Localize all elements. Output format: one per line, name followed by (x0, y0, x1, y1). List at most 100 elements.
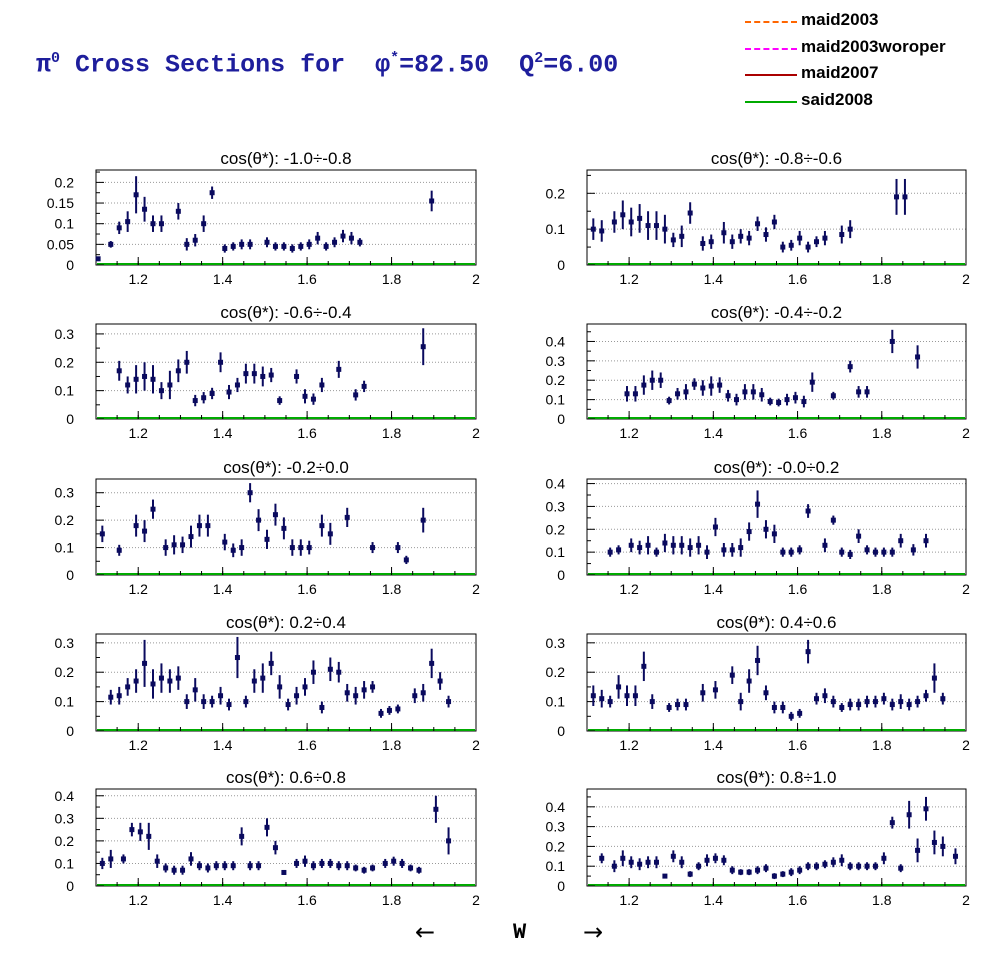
data-point (847, 226, 853, 232)
x-tick-label: 2 (962, 581, 970, 597)
data-point (150, 376, 156, 382)
data-point (298, 243, 304, 249)
data-point (142, 660, 148, 666)
data-point (771, 704, 777, 710)
x-tick-label: 2 (472, 271, 480, 287)
data-point (319, 382, 325, 388)
data-point (361, 687, 367, 693)
data-point (805, 649, 811, 655)
data-point (205, 865, 211, 871)
y-tick-label: 0.3 (546, 498, 566, 514)
data-point (729, 672, 735, 678)
legend-label-maid2007: maid2007 (801, 63, 879, 82)
data-point (357, 239, 363, 245)
x-tick-label: 2 (962, 425, 970, 441)
data-point (95, 256, 101, 262)
data-point (230, 547, 236, 553)
data-point (399, 860, 405, 866)
title-phi-value: =82.50 (399, 50, 490, 80)
data-point (750, 389, 756, 395)
data-point (784, 397, 790, 403)
data-point (632, 391, 638, 397)
data-point (771, 873, 777, 879)
chart-panel: 0 0.1 0.2 0.3 0.4 1.2 1.4 1.6 1.8 2 cos(θ*): 0.6÷0… (55, 768, 481, 908)
data-point (889, 549, 895, 555)
chart-title: cos(θ*): -0.8÷-0.6 (711, 149, 842, 168)
data-point (788, 713, 794, 719)
data-point (738, 545, 744, 551)
plot-frame (586, 169, 967, 266)
data-point (243, 371, 249, 377)
data-point (370, 865, 376, 871)
data-point (830, 699, 836, 705)
data-point (209, 699, 215, 705)
data-point (327, 860, 333, 866)
data-point (645, 542, 651, 548)
x-tick-label: 1.4 (213, 892, 233, 908)
data-point (881, 696, 887, 702)
data-point (607, 549, 613, 555)
data-point (226, 389, 232, 395)
y-tick-label: 0.1 (546, 221, 566, 237)
data-point (894, 194, 900, 200)
data-point (952, 853, 958, 859)
data-point (856, 702, 862, 708)
data-point (771, 531, 777, 537)
data-point (721, 857, 727, 863)
data-point (712, 855, 718, 861)
data-point (746, 869, 752, 875)
data-point (391, 858, 397, 864)
data-point (670, 853, 676, 859)
data-point (763, 690, 769, 696)
data-point (902, 194, 908, 200)
data-point (839, 857, 845, 863)
y-tick-label: 0.4 (546, 799, 566, 815)
data-point (923, 538, 929, 544)
y-tick-label: 0.1 (55, 694, 75, 710)
data-point (599, 228, 605, 234)
data-point (624, 693, 630, 699)
data-point (433, 806, 439, 812)
data-point (222, 245, 228, 251)
data-point (171, 542, 177, 548)
y-tick-label: 0 (66, 411, 74, 427)
data-point (712, 687, 718, 693)
data-point (670, 542, 676, 548)
y-tick-label: 0.3 (55, 810, 75, 826)
data-point (822, 861, 828, 867)
data-point (767, 399, 773, 405)
data-point (142, 373, 148, 379)
data-point (763, 232, 769, 238)
y-tick-label: 0 (66, 567, 74, 583)
data-point (776, 400, 782, 406)
x-tick-label: 1.2 (128, 737, 148, 753)
data-point (167, 678, 173, 684)
x-tick-label: 1.8 (872, 892, 892, 908)
data-point (872, 699, 878, 705)
data-point (729, 547, 735, 553)
data-point (607, 699, 613, 705)
data-point (797, 547, 803, 553)
data-point (662, 540, 668, 546)
data-point (184, 241, 190, 247)
data-point (915, 354, 921, 360)
data-point (641, 382, 647, 388)
x-tick-label: 1.6 (297, 581, 317, 597)
x-tick-label: 1.8 (872, 581, 892, 597)
data-point (205, 523, 211, 529)
data-point (721, 547, 727, 553)
data-point (272, 512, 278, 518)
data-point (192, 398, 198, 404)
y-tick-label: 0 (557, 411, 565, 427)
data-point (670, 237, 676, 243)
y-tick-label: 0 (557, 567, 565, 583)
data-point (738, 869, 744, 875)
y-tick-label: 0.3 (546, 819, 566, 835)
data-point (272, 243, 278, 249)
data-point (209, 390, 215, 396)
data-point (260, 373, 266, 379)
y-tick-label: 0.3 (55, 635, 75, 651)
x-axis-label: ← W → (415, 918, 615, 948)
data-point (192, 237, 198, 243)
x-tick-label: 2 (962, 892, 970, 908)
